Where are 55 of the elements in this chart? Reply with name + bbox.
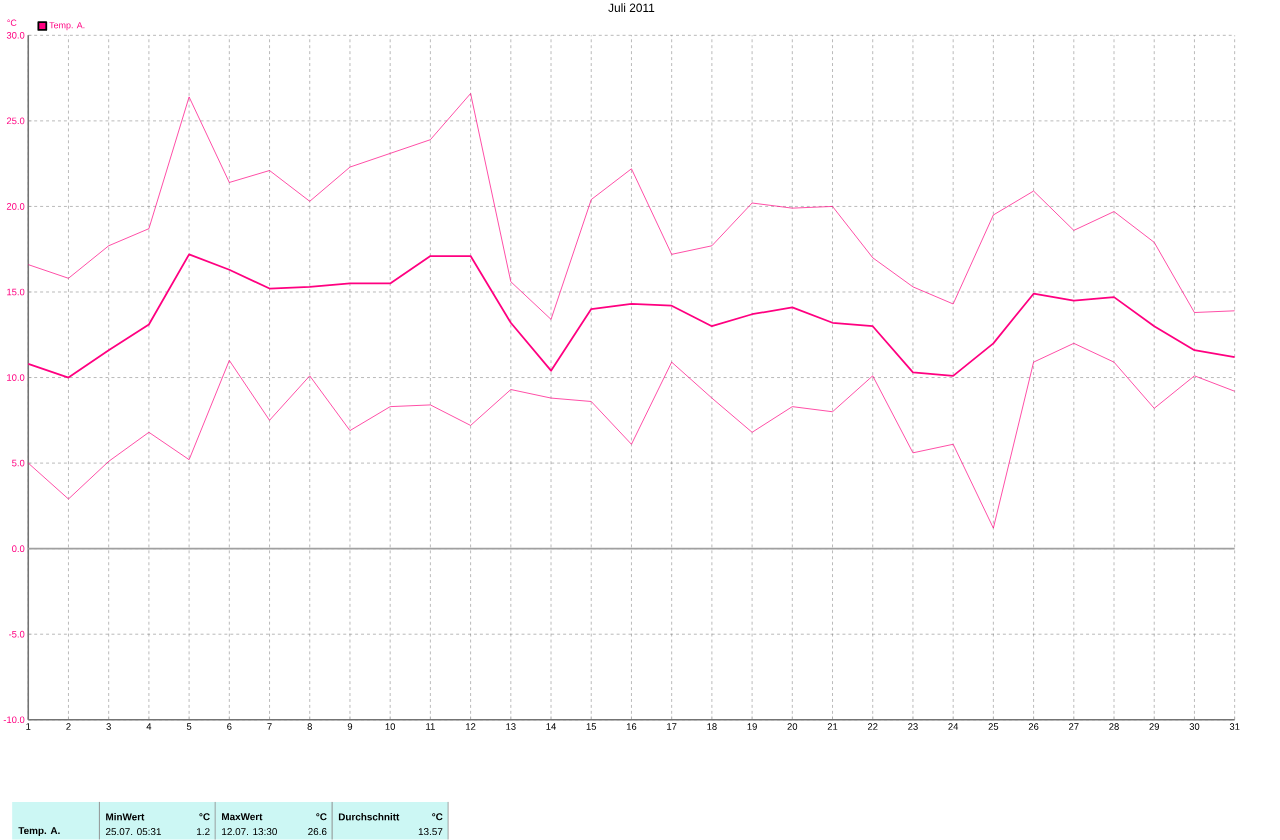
text: °C [432, 813, 443, 821]
x-tick-label: 27 [1069, 723, 1079, 730]
x-tick-label: 2 [66, 723, 71, 730]
x-tick-label: 29 [1149, 723, 1160, 730]
chart-title: Juli 2011 [608, 3, 655, 12]
text: Temp. A. [18, 827, 60, 837]
x-tick-label: 21 [827, 723, 838, 730]
text: MinWert [106, 813, 145, 821]
y-tick-label: 15.0 [7, 288, 25, 296]
x-tick-label: 9 [347, 723, 353, 730]
x-tick-label: 25 [988, 723, 999, 730]
x-tick-label: 11 [426, 723, 435, 730]
y-tick-label: 5.0 [12, 459, 25, 467]
legend-label: Temp. A. [49, 22, 85, 31]
y-tick-label: 30.0 [6, 31, 25, 39]
x-tick-label: 5 [186, 723, 192, 730]
y-tick-label: 20.0 [6, 203, 25, 210]
x-tick-label: 31 [1229, 723, 1240, 730]
y-tick-label: 10.0 [7, 374, 25, 381]
x-tick-label: 18 [707, 723, 717, 730]
x-tick-label: 20 [787, 723, 798, 730]
x-tick-label: 22 [867, 723, 878, 730]
x-tick-label: 10 [385, 723, 396, 730]
y-tick-label: 25.0 [6, 117, 25, 125]
y-axis-title: °C [7, 19, 17, 26]
y-tick-label: -10.0 [3, 716, 25, 724]
x-tick-label: 19 [747, 723, 757, 730]
text: 12.07. 13:30 [222, 828, 277, 836]
x-tick-label: 7 [267, 723, 272, 730]
x-tick-label: 3 [106, 723, 111, 730]
y-tick-label: -5.0 [8, 630, 25, 638]
x-tick-label: 17 [667, 723, 677, 730]
text: Durchschnitt [338, 813, 400, 821]
x-tick-label: 14 [546, 723, 556, 730]
x-tick-label: 26 [1028, 723, 1039, 730]
x-tick-label: 23 [908, 723, 918, 730]
x-tick-label: 28 [1109, 723, 1119, 730]
x-tick-label: 13 [506, 723, 516, 730]
text: 26.6 [308, 828, 327, 836]
x-tick-label: 6 [227, 723, 232, 730]
text: °C [316, 813, 327, 821]
y-tick-label: 0.0 [12, 545, 25, 552]
text: 13.57 [418, 828, 443, 836]
text: 1.2 [197, 828, 210, 836]
x-tick-label: 1 [26, 723, 31, 730]
text: 25.07. 05:31 [105, 828, 161, 836]
x-tick-label: 8 [307, 723, 312, 730]
x-tick-label: 15 [586, 723, 597, 730]
x-tick-label: 12 [466, 723, 476, 730]
text: MaxWert [222, 813, 263, 821]
x-tick-label: 4 [146, 723, 152, 730]
x-tick-label: 24 [948, 723, 959, 730]
x-tick-label: 16 [626, 723, 637, 730]
x-tick-label: 30 [1189, 723, 1200, 730]
text: °C [199, 813, 210, 821]
